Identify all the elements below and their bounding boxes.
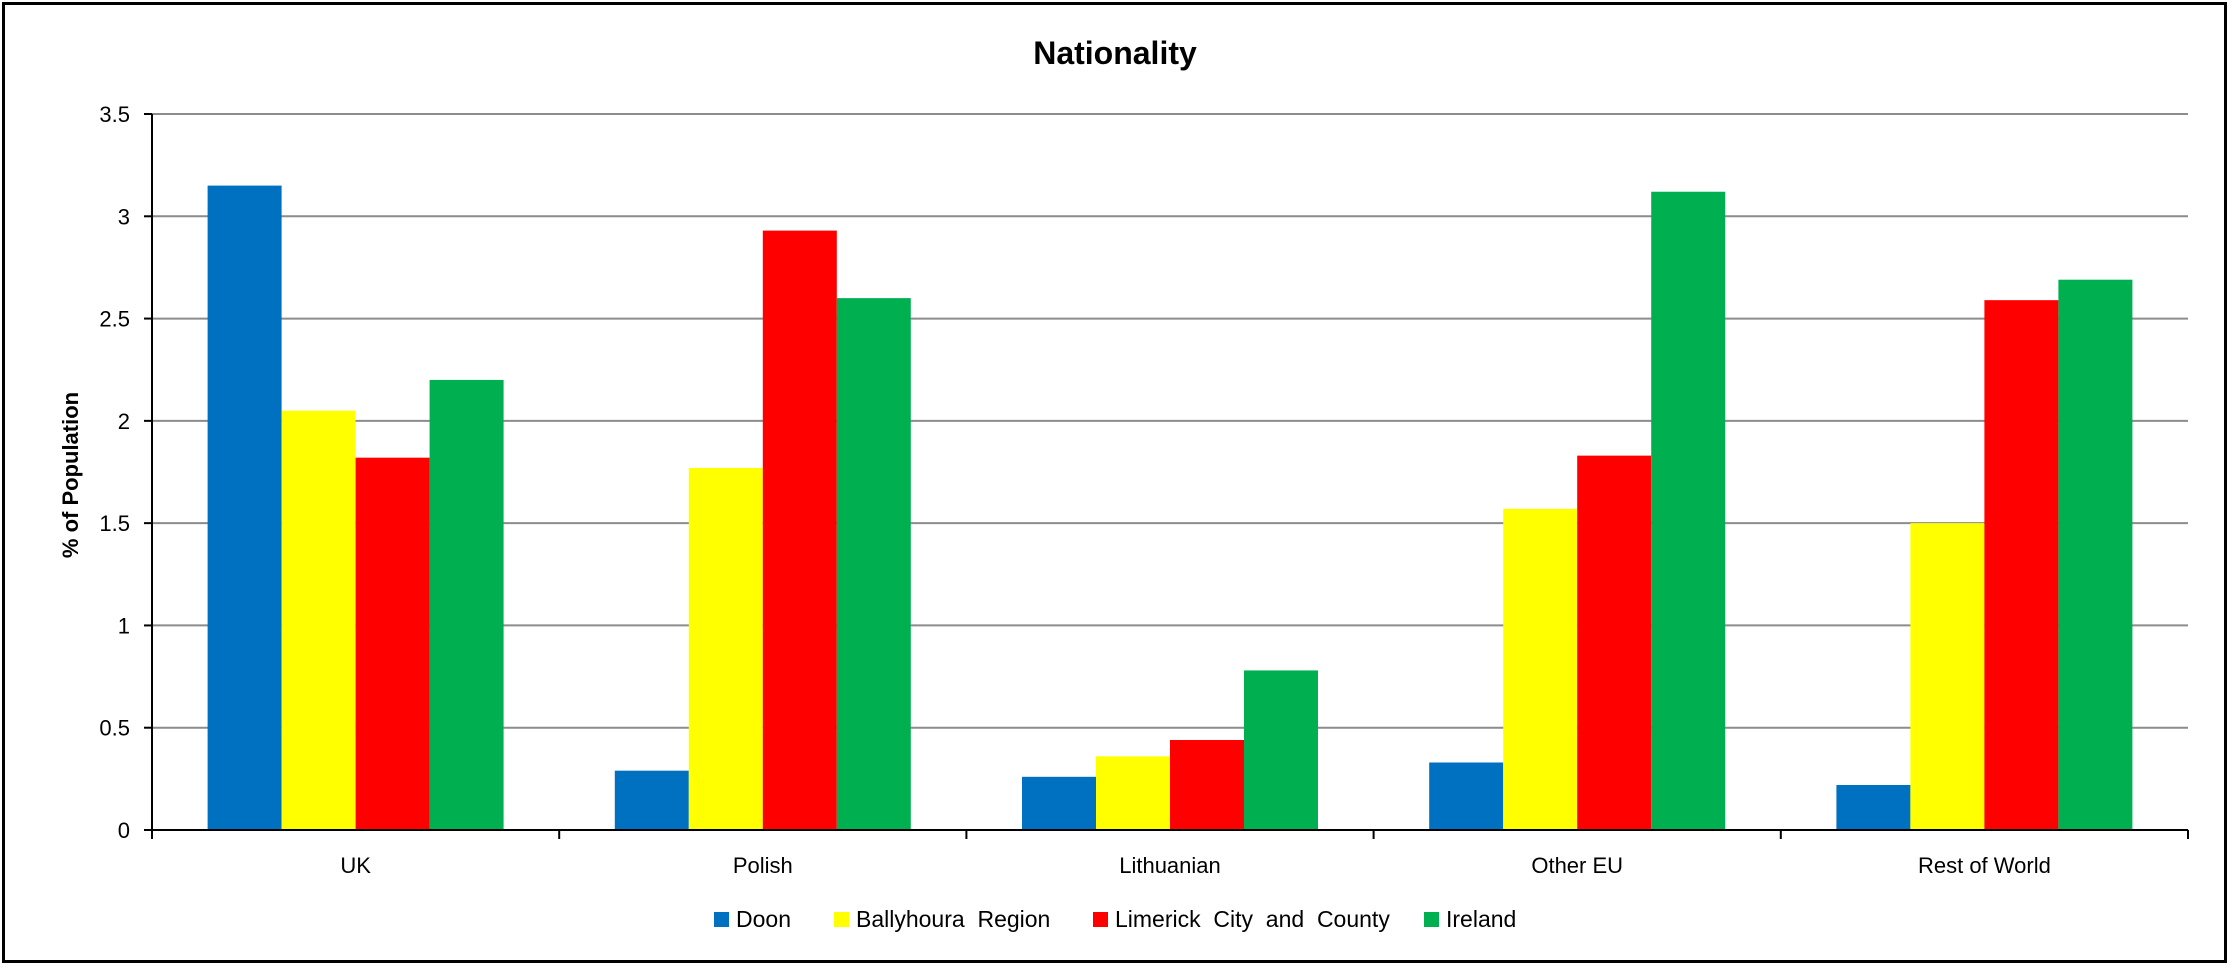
y-tick-label: 0.5	[99, 716, 130, 741]
bar-limerick-city-and-county-1	[762, 230, 837, 830]
bar-limerick-city-and-county-3	[1577, 455, 1652, 830]
bar-limerick-city-and-county-4	[1984, 300, 2059, 830]
y-tick-label: 1	[118, 613, 130, 638]
bars	[207, 185, 2133, 831]
y-tick-label: 2	[118, 409, 130, 434]
bar-doon-3	[1429, 762, 1504, 830]
legend: Doon Ballyhoura Region Limerick City and C…	[714, 906, 1516, 932]
legend-swatch	[1424, 912, 1439, 927]
bar-limerick-city-and-county-0	[355, 457, 430, 830]
bar-ballyhoura-region-3	[1503, 508, 1578, 830]
bar-ballyhoura-region-4	[1910, 523, 1985, 830]
legend-label: Ireland	[1446, 906, 1516, 932]
legend-label: Limerick City and County	[1115, 906, 1390, 932]
y-tick-label: 1.5	[99, 511, 130, 536]
y-tick-label: 3	[118, 204, 130, 229]
legend-label: Doon	[736, 906, 791, 932]
bar-ireland-0	[429, 379, 504, 830]
bar-ballyhoura-region-2	[1096, 756, 1170, 830]
bar-ballyhoura-region-0	[281, 410, 356, 830]
chart-title: Nationality	[1033, 35, 1197, 71]
y-tick-label: 0	[118, 818, 130, 843]
x-tick-label: Rest of World	[1918, 853, 2051, 878]
legend-swatch	[1093, 912, 1108, 927]
y-tick-labels: 0 0.5 1 1.5 2 2.5 3 3.5	[99, 102, 130, 843]
bar-ireland-4	[2058, 279, 2133, 830]
bar-doon-4	[1836, 784, 1911, 830]
legend-swatch	[714, 912, 729, 927]
bar-ireland-3	[1651, 191, 1726, 831]
x-tick-label: Polish	[733, 853, 793, 878]
bar-ballyhoura-region-1	[688, 467, 763, 830]
y-tick-label: 3.5	[99, 102, 130, 127]
y-axis-title: % of Population	[58, 392, 83, 558]
x-tick-label: Other EU	[1531, 853, 1623, 878]
legend-swatch	[834, 912, 849, 927]
bar-doon-0	[207, 185, 282, 831]
bar-doon-2	[1022, 776, 1096, 830]
bar-limerick-city-and-county-2	[1170, 739, 1244, 830]
x-tick-label: UK	[340, 853, 371, 878]
axes	[151, 114, 2189, 839]
x-tick-labels: UK Polish Lithuanian Other EU Rest of World	[340, 853, 2051, 878]
legend-label: Ballyhoura Region	[856, 906, 1050, 932]
bar-doon-1	[614, 770, 689, 830]
x-tick-label: Lithuanian	[1119, 853, 1221, 878]
y-tick-label: 2.5	[99, 307, 130, 332]
bar-ireland-2	[1244, 670, 1318, 830]
bar-ireland-1	[836, 298, 911, 831]
